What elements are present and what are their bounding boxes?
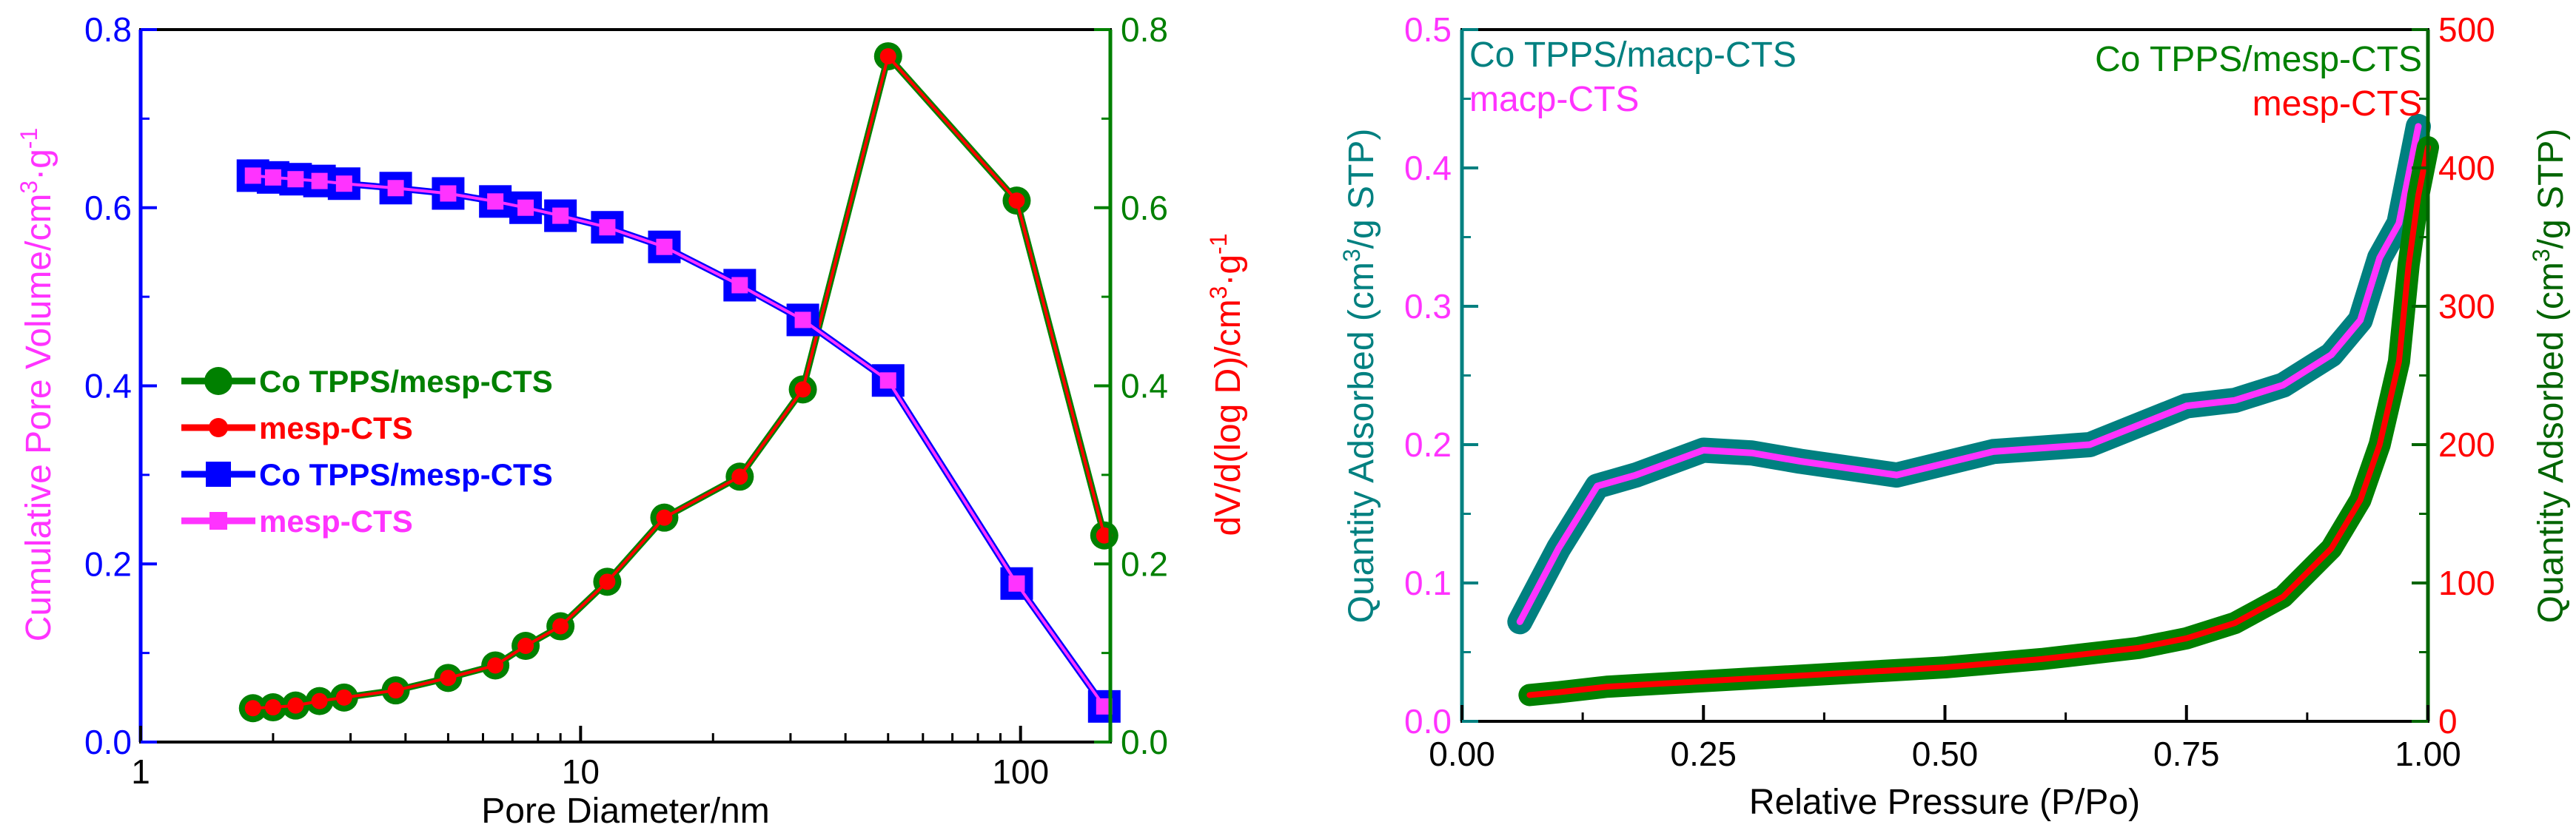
x-tick-label: 0.50 [1912,735,1979,773]
data-point [487,657,504,674]
left-right-y-axis-label: dV/d(log D)/cm3·g-1 [1205,233,1248,536]
data-point [1000,567,1033,600]
data-point [552,207,569,224]
right-x-axis-label: Relative Pressure (P/Po) [1749,783,2140,822]
data-point [311,692,328,709]
right-y-tick-label: 0 [2438,702,2458,741]
data-point [244,167,261,184]
legend-label-mesp-cts: mesp-CTS [2253,84,2422,124]
right-y-tick-label: 0.2 [1121,545,1168,583]
isotherm-curve [1526,144,2431,698]
left-right-y-ticks: 0.0 0.2 0.4 0.6 0.8 [1094,10,1168,761]
x-tick-label: 1.00 [2395,735,2461,773]
left-legend: Co TPPS/mesp-CTS mesp-CTS Co TPPS/mesp-CTS… [181,364,553,539]
left-series-layer [236,42,1121,723]
data-point [552,618,569,635]
y-tick-label: 0.0 [1404,702,1452,741]
data-point [1096,527,1113,544]
data-point [440,670,457,687]
y-tick-label: 0.2 [1404,425,1452,464]
x-tick-label: 1 [131,752,150,791]
data-point [599,573,616,590]
left-y-axis-label: Cumulative Pore Volume/cm3·g-1 [16,128,58,642]
data-point [287,171,304,188]
legend-label-co-tpps-macp-cts: Co TPPS/macp-CTS [1469,36,1797,75]
data-point [731,277,748,294]
legend-label-co-tpps-mesp-cts: Co TPPS/mesp-CTS [2095,40,2422,79]
data-point [794,381,811,398]
x-tick-label: 0.75 [2153,735,2220,773]
y-tick-label: 0.1 [1404,564,1452,602]
y-tick-label: 0.6 [84,189,132,227]
data-point [487,193,504,210]
left-chart-panel: 1 10 100 0.0 0.2 0.4 0.6 0.8 0.0 0.2 0.4 0.6 0.8 P… [16,10,1248,831]
data-point [794,311,811,328]
data-point [656,238,673,255]
left-y-ticks: 0.0 0.2 0.4 0.6 0.8 [84,10,157,761]
data-point [517,637,534,654]
x-tick-label: 10 [562,752,600,791]
data-point [264,699,281,716]
isotherm-curve [1507,113,2431,635]
y-tick-label: 0.4 [1404,149,1452,187]
legend-label: Co TPPS/mesp-CTS [259,364,553,399]
x-tick-label: 0.25 [1670,735,1737,773]
right-left-y-ticks: 0.0 0.1 0.2 0.3 0.4 0.5 [1404,10,1478,741]
right-x-ticks: 0.00 0.25 0.50 0.75 1.00 [1429,705,2461,773]
legend-marker [206,462,231,487]
data-point [599,219,616,236]
legend-marker [209,512,227,530]
y-tick-label: 0.8 [84,10,132,49]
legend-label: Co TPPS/mesp-CTS [259,457,553,492]
data-point [517,199,534,216]
y-tick-label: 0.5 [1404,10,1452,49]
data-point [656,509,673,526]
data-point [287,697,304,714]
right-y-tick-label: 300 [2438,287,2495,326]
right-y-tick-label: 200 [2438,425,2495,464]
right-y-tick-label: 400 [2438,149,2495,187]
data-point [335,175,352,192]
data-point [440,185,457,202]
left-x-axis-label: Pore Diameter/nm [481,792,769,831]
data-point [387,180,404,197]
right-y-tick-label: 500 [2438,10,2495,49]
isotherm-curve [1516,123,2422,625]
right-right-y-ticks: 0 100 200 300 400 500 [2412,10,2495,741]
right-chart-panel: 0.00 0.25 0.50 0.75 1.00 0.00.10.20.30.40.5 … [1338,10,2571,822]
right-y-tick-label: 0.4 [1121,367,1168,405]
right-y-tick-label: 0.6 [1121,189,1168,227]
legend-label: mesp-CTS [259,504,413,539]
left-x-ticks: 1 10 100 [131,726,1049,791]
data-point [731,468,748,485]
x-tick-label: 100 [992,752,1049,791]
data-point [244,700,261,717]
right-series-layer [1507,113,2439,707]
data-point [311,172,328,189]
right-right-y-axis-label: Quantity Adsorbed (cm3/g STP) [2528,129,2571,624]
right-y-tick-label: 100 [2438,564,2495,602]
data-point [879,48,896,65]
right-left-y-axis-label: Quantity Adsorbed (cm3/g STP) [1338,129,1381,624]
data-point [879,372,896,389]
y-tick-label: 0.3 [1404,287,1452,326]
legend-marker [209,418,228,437]
isotherm-curve [1518,135,2439,707]
right-y-tick-label: 0.8 [1121,10,1168,49]
legend-label: mesp-CTS [259,411,413,445]
data-point [1008,192,1025,209]
y-tick-label: 0.0 [84,723,132,761]
legend-label-macp-cts: macp-CTS [1469,80,1639,119]
legend-marker [204,367,232,395]
y-tick-label: 0.2 [84,545,132,583]
x-tick-label: 0.00 [1429,735,1495,773]
data-point [1008,575,1025,592]
right-y-tick-label: 0.0 [1121,723,1168,761]
data-point [264,169,281,186]
data-point [335,689,352,706]
y-tick-label: 0.4 [84,367,132,405]
data-point [387,682,404,699]
